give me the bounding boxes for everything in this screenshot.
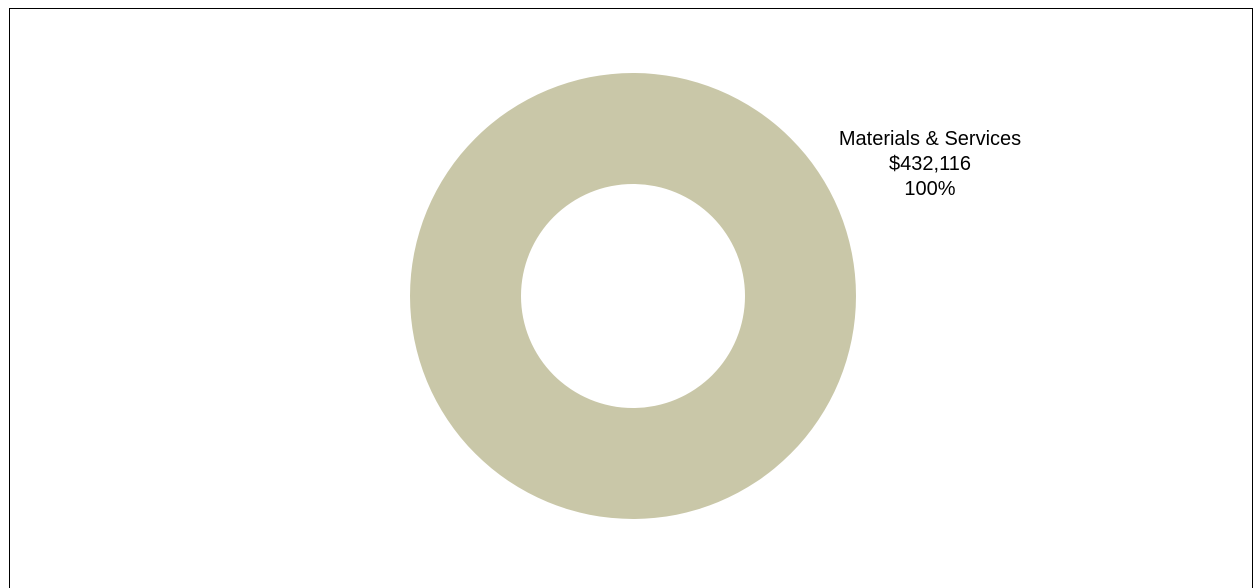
- slice-value-label: $432,116: [889, 153, 971, 175]
- slice-percent-label: 100%: [904, 178, 955, 200]
- slice-labels: Materials & Services $432,116 100%: [839, 128, 1021, 200]
- donut-slice: [410, 73, 856, 519]
- donut-slices: [410, 73, 856, 519]
- slice-category-label: Materials & Services: [839, 128, 1021, 150]
